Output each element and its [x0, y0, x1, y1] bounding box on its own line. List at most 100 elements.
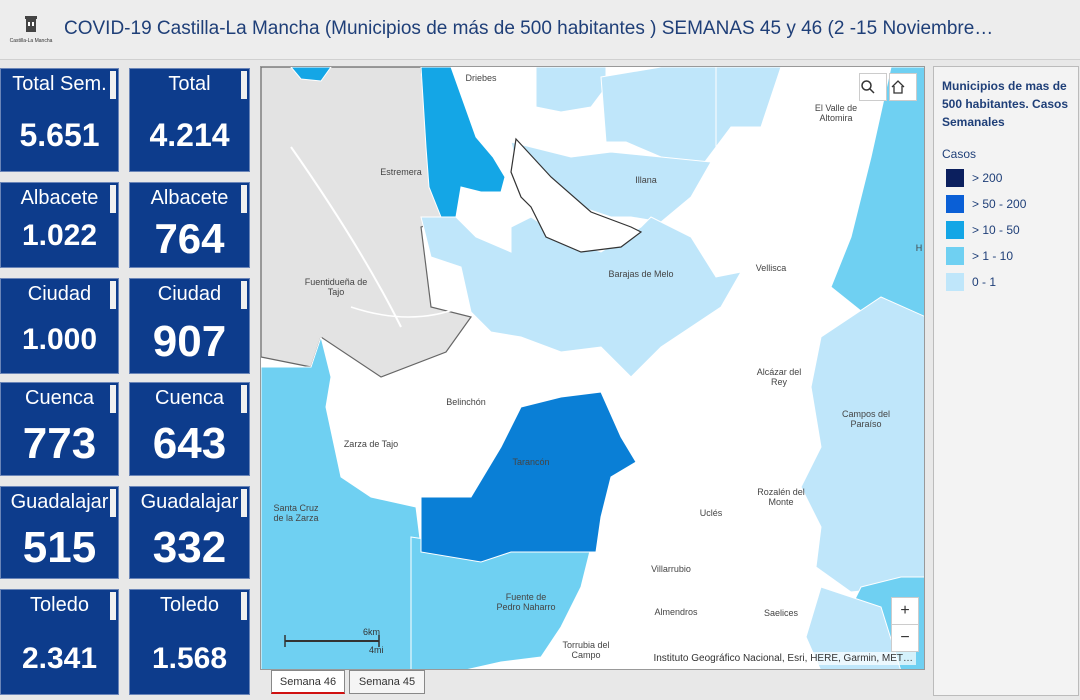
map-label-belinchon: Belinchón [446, 397, 486, 407]
tile-cuenca-week: Cuenca 773 [0, 382, 119, 476]
map-label-almendros: Almendros [654, 607, 698, 617]
map-label-tarancon: Tarancón [512, 457, 550, 467]
municipality-santa-cruz-de-la-zarza [261, 335, 422, 669]
zoom-out-button[interactable]: − [891, 624, 919, 652]
map-canvas[interactable] [261, 67, 925, 670]
municipality-campos-del-paraiso [800, 296, 924, 593]
zoom-in-button[interactable]: + [891, 597, 919, 625]
legend-title: Municipios de mas de 500 habitantes. Cas… [942, 79, 1069, 129]
municipality-saelices [805, 586, 901, 669]
page-title: COVID-19 Castilla-La Mancha (Municipios … [64, 18, 994, 39]
legend-panel: Municipios de mas de 500 habitantes. Cas… [933, 66, 1079, 696]
map-label-ucles: Uclés [699, 508, 723, 518]
legend-swatch [946, 169, 964, 187]
tab-semana-46[interactable]: Semana 46 [271, 670, 345, 694]
map-label-estremera: Estremera [380, 167, 422, 177]
tile-label: Cuenca [25, 387, 94, 409]
tile-label: Toledo [30, 594, 89, 616]
tile-value: 1.000 [21, 323, 98, 356]
map-attribution[interactable]: Instituto Geográfico Nacional, Esri, HER… [650, 652, 916, 665]
tile-label: Toledo [160, 594, 219, 616]
municipality-tarancon [420, 391, 637, 563]
search-button[interactable] [859, 73, 887, 101]
tile-label: Guadalajar [140, 491, 239, 513]
tile-label: Ciudad [157, 283, 222, 305]
map-label-alcazar-del-rey: Alcázar del Rey [756, 367, 802, 387]
tile-value: 4.214 [149, 117, 230, 153]
map-label-santa-cruz-de-la-zarza: Santa Cruz de la Zarza [273, 503, 319, 523]
tile-label: Albacete [150, 187, 229, 209]
legend-item-label: > 200 [972, 171, 1003, 185]
map-label-vellisca: Vellisca [755, 263, 787, 273]
tile-tag [241, 592, 247, 620]
tile-tag [241, 489, 247, 517]
app-header: Castilla-La Mancha COVID-19 Castilla-La … [0, 0, 1080, 60]
tile-value: 764 [154, 215, 225, 262]
legend-swatch [946, 273, 964, 291]
legend-item-label: > 10 - 50 [972, 223, 1020, 237]
tile-tag [241, 281, 247, 309]
tile-label: Ciudad [27, 283, 92, 305]
municipality-white-illana [510, 137, 643, 253]
legend-subtitle: Casos [942, 147, 977, 161]
map-edge-label: H [915, 243, 923, 253]
map-label-fuente-de-pedro-naharro: Fuente de Pedro Naharro [496, 592, 556, 612]
map-label-barajas-de-melo: Barajas de Melo [608, 269, 674, 279]
tile-albacete-week: Albacete 1.022 [0, 182, 119, 268]
tile-label: Guadalajar [10, 491, 109, 513]
municipality-driebes-strip [420, 67, 506, 218]
legend-item-label: > 50 - 200 [972, 197, 1027, 211]
scale-mi-label: 4mi [369, 645, 384, 655]
logo-text: Castilla-La Mancha [9, 38, 53, 44]
tile-value: 773 [22, 419, 97, 468]
castilla-la-mancha-logo: Castilla-La Mancha [8, 14, 54, 48]
scale-km-label: 6km [363, 627, 381, 637]
search-icon [861, 80, 875, 94]
tile-tag [241, 185, 247, 213]
tab-semana-45[interactable]: Semana 45 [349, 670, 425, 694]
municipality-top-right [715, 67, 782, 149]
map-label-illana: Illana [635, 175, 657, 185]
map-label-el-valle-de-altomira: El Valle de Altomira [814, 103, 858, 123]
tile-value: 907 [152, 317, 227, 366]
tile-label: Cuenca [155, 387, 224, 409]
tile-ciudad-week: Ciudad 1.000 [0, 278, 119, 374]
map-view[interactable]: Driebes El Valle de Altomira Estremera I… [260, 66, 925, 670]
map-label-fuentiduena-de-tajo: Fuentidueña de Tajo [304, 277, 368, 297]
tile-guadalajara-week: Guadalajar 515 [0, 486, 119, 579]
municipality-barajas-de-melo [420, 216, 742, 378]
map-scale-bar: 6km 4mi [283, 627, 384, 657]
basemap-road [290, 146, 402, 328]
tile-toledo: Toledo 1.568 [129, 589, 250, 695]
tile-value: 2.341 [21, 642, 98, 675]
tile-guadalajara: Guadalajar 332 [129, 486, 250, 579]
map-label-rozalen-del-monte: Rozalén del Monte [757, 487, 805, 507]
map-label-campos-del-paraiso: Campos del Paraíso [841, 409, 891, 429]
tile-label: Albacete [20, 187, 99, 209]
map-label-saelices: Saelices [763, 608, 799, 618]
legend-swatch [946, 195, 964, 213]
tile-value: 1.022 [21, 219, 98, 252]
map-label-zarza-de-tajo: Zarza de Tajo [343, 439, 399, 449]
tile-total-week: Total Sem. 5.651 [0, 68, 119, 172]
tile-value: 5.651 [19, 117, 100, 153]
tile-value: 1.568 [151, 642, 228, 675]
legend-item-label: > 1 - 10 [972, 249, 1014, 263]
basemap-road [350, 306, 462, 318]
map-label-villarrubio: Villarrubio [651, 564, 691, 574]
tile-tag [110, 185, 116, 213]
tile-tag [241, 385, 247, 413]
tile-value: 332 [152, 523, 227, 572]
legend-swatch [946, 247, 964, 265]
tile-value: 643 [152, 419, 227, 468]
tile-tag [110, 592, 116, 620]
municipality-top-left [290, 67, 332, 82]
map-label-driebes: Driebes [465, 73, 497, 83]
municipality-light-top1 [535, 67, 607, 113]
legend-item-label: 0 - 1 [972, 275, 997, 289]
tile-tag [241, 71, 247, 99]
tile-label: Total [168, 73, 211, 95]
home-button[interactable] [889, 73, 917, 101]
tile-cuenca: Cuenca 643 [129, 382, 250, 476]
tile-toledo-week: Toledo 2.341 [0, 589, 119, 695]
